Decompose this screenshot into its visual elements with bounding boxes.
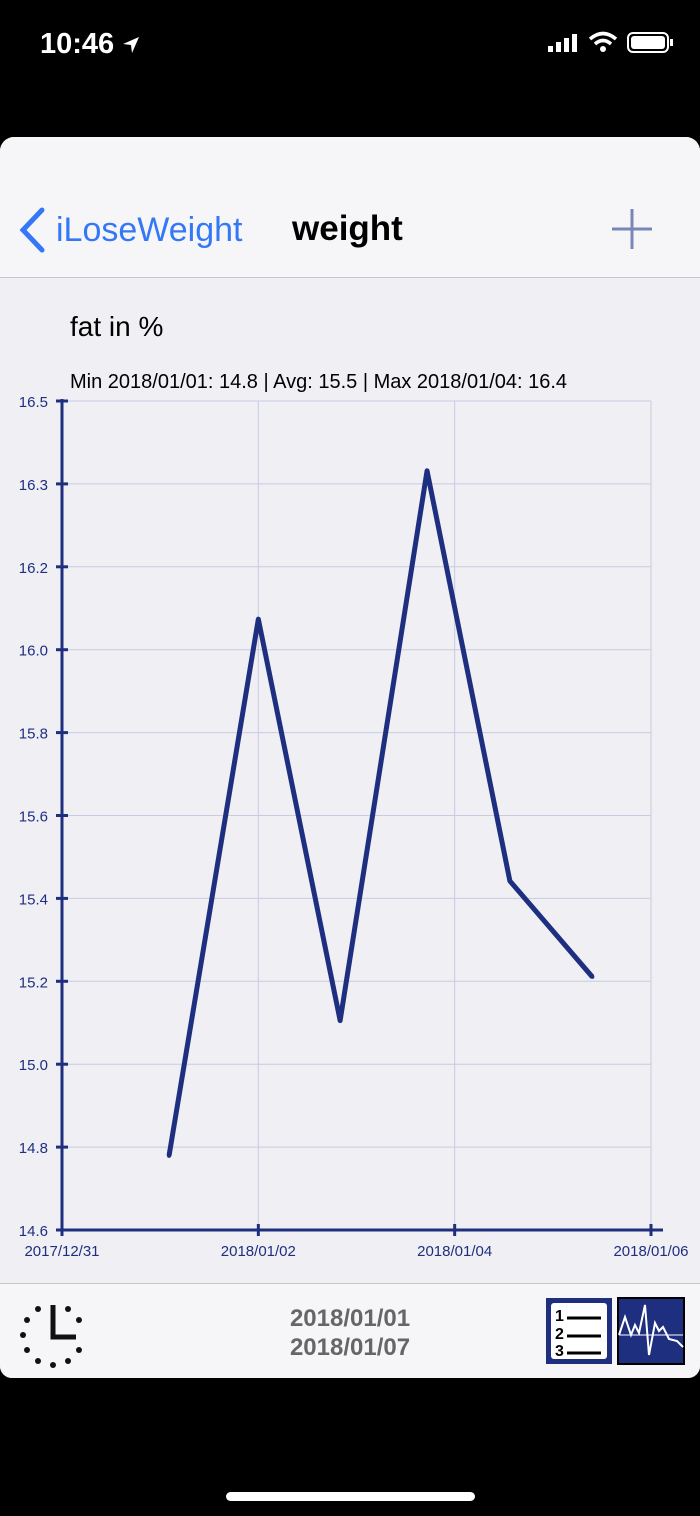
data-line [166, 468, 595, 1157]
clock-tick [35, 1306, 41, 1313]
chart-title: fat in % [70, 311, 164, 342]
app-screen: iLoseWeight weight fat in % Min 2018/01/… [0, 137, 700, 1378]
x-tick-label: 2017/12/31 [24, 1243, 99, 1260]
chart-stats: Min 2018/01/01: 14.8 | Avg: 15.5 | Max 2… [70, 371, 568, 393]
battery-icon [627, 32, 673, 53]
y-tick-label: 15.8 [19, 726, 48, 743]
location-icon [123, 37, 139, 53]
y-tick-label: 15.6 [19, 809, 48, 826]
data-point [590, 974, 595, 979]
date-range[interactable]: 2018/01/01 2018/01/07 [0, 1304, 700, 1362]
list-view-icon[interactable]: 123 [545, 1297, 613, 1365]
svg-text:1: 1 [555, 1308, 564, 1325]
y-tick-label: 16.5 [19, 394, 48, 411]
clock-tick [65, 1357, 71, 1364]
navigation-bar: iLoseWeight weight [0, 137, 700, 278]
y-tick-label: 15.2 [19, 974, 48, 991]
data-point [507, 878, 512, 883]
back-button[interactable]: iLoseWeight [18, 207, 243, 253]
data-point [167, 1153, 172, 1158]
clock-tick [20, 1332, 26, 1338]
add-button[interactable] [610, 207, 654, 251]
range-start: 2018/01/01 [289, 1305, 411, 1332]
x-tick-label: 2018/01/04 [417, 1243, 492, 1260]
x-tick-label: 2018/01/02 [221, 1243, 296, 1260]
data-point [256, 617, 261, 622]
wifi-icon [588, 31, 618, 52]
status-bar: 10:46 [0, 0, 700, 90]
clock-tick [75, 1347, 82, 1353]
svg-text:3: 3 [555, 1343, 564, 1360]
y-tick-label: 15.0 [19, 1057, 48, 1074]
y-tick-label: 15.4 [19, 891, 48, 908]
signal-icon [548, 34, 577, 52]
chart-view-icon[interactable] [617, 1297, 685, 1365]
y-tick-label: 14.6 [19, 1223, 48, 1240]
back-label: iLoseWeight [56, 210, 243, 249]
chevron-left-icon [19, 207, 45, 253]
svg-text:2: 2 [555, 1326, 564, 1343]
x-tick-label: 2018/01/06 [613, 1243, 688, 1260]
range-end: 2018/01/07 [289, 1334, 411, 1361]
y-tick-label: 16.0 [19, 643, 48, 660]
clock-tick [75, 1317, 82, 1323]
clock-tick [65, 1306, 71, 1313]
y-tick-label: 16.2 [19, 560, 48, 577]
clock-tick [50, 1362, 56, 1368]
clock-tick [24, 1317, 31, 1323]
data-point [338, 1018, 343, 1023]
home-indicator[interactable] [226, 1492, 475, 1501]
page-title: weight [292, 209, 403, 248]
clock-hands [50, 1305, 76, 1340]
y-tick-label: 14.8 [19, 1140, 48, 1157]
data-point [425, 468, 430, 473]
clock-icon[interactable] [18, 1300, 88, 1370]
line-chart: 14.6 14.8 15.0 15.2 15.4 15.6 15.8 16.0 16.2 16.3… [19, 394, 689, 1260]
clock: 10:46 [40, 28, 115, 60]
clock-tick [35, 1357, 41, 1364]
y-tick-label: 16.3 [19, 477, 48, 494]
clock-tick [24, 1347, 31, 1353]
